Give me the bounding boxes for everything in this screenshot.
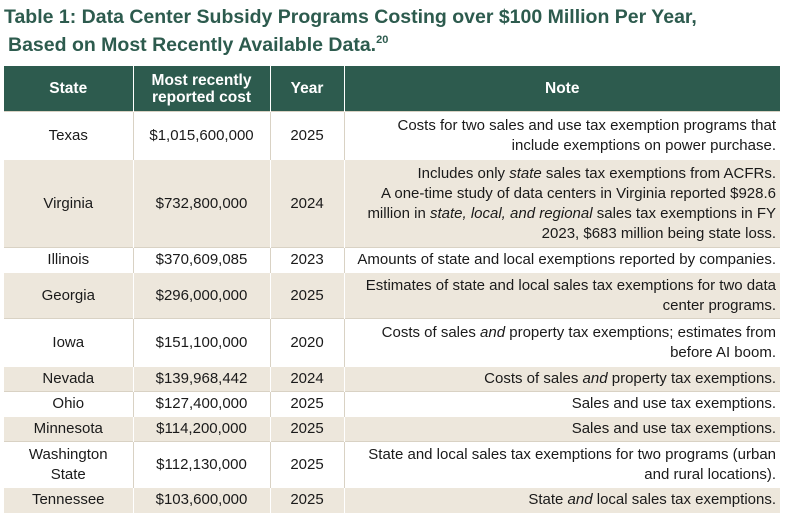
cell-year: 2025 <box>270 272 345 319</box>
table-row: Illinois $370,609,085 2023 Amounts of st… <box>4 247 780 273</box>
cell-cost: $112,130,000 <box>133 441 271 488</box>
title-line-2: Based on Most Recently Available Data.20 <box>8 34 389 56</box>
cell-state: Virginia <box>4 159 134 248</box>
cell-cost: $1,015,600,000 <box>133 111 271 160</box>
cell-state: Tennessee <box>4 487 134 513</box>
cell-year: 2025 <box>270 111 345 160</box>
table-row: Minnesota $114,200,000 2025 Sales and us… <box>4 416 780 442</box>
header-row: State Most recently reported cost Year No… <box>4 66 780 112</box>
header-year: Year <box>270 66 345 112</box>
footnote-marker: 20 <box>376 34 389 46</box>
cell-cost: $127,400,000 <box>133 391 271 417</box>
table-row: Ohio $127,400,000 2025 Sales and use tax… <box>4 391 780 417</box>
cell-note: Costs of sales and property tax exemptio… <box>344 318 780 367</box>
table-row: Iowa $151,100,000 2020 Costs of sales an… <box>4 318 780 367</box>
cell-note: State and local sales tax exemptions for… <box>344 441 780 488</box>
cell-cost: $114,200,000 <box>133 416 271 442</box>
table-title: Table 1: Data Center Subsidy Programs Co… <box>4 6 794 57</box>
cell-note: Costs for two sales and use tax exemptio… <box>344 111 780 160</box>
cell-year: 2023 <box>270 247 345 273</box>
cell-note: Sales and use tax exemptions. <box>344 391 780 417</box>
cell-state: Washington State <box>4 441 134 488</box>
subsidy-table: State Most recently reported cost Year No… <box>4 66 780 513</box>
cell-year: 2025 <box>270 441 345 488</box>
title-line-1: Table 1: Data Center Subsidy Programs Co… <box>4 6 697 28</box>
cell-state: Georgia <box>4 272 134 319</box>
cell-note: Includes only state sales tax exemptions… <box>344 159 780 248</box>
cell-note: Sales and use tax exemptions. <box>344 416 780 442</box>
cell-year: 2024 <box>270 159 345 248</box>
cell-year: 2025 <box>270 487 345 513</box>
table-row: Washington State $112,130,000 2025 State … <box>4 441 780 488</box>
table-row: Virginia $732,800,000 2024 Includes only… <box>4 159 780 248</box>
cell-cost: $370,609,085 <box>133 247 271 273</box>
table-row: Texas $1,015,600,000 2025 Costs for two … <box>4 111 780 160</box>
cell-state: Iowa <box>4 318 134 367</box>
cell-year: 2020 <box>270 318 345 367</box>
cell-state: Ohio <box>4 391 134 417</box>
cell-note: Costs of sales and property tax exemptio… <box>344 366 780 392</box>
header-state: State <box>4 66 134 112</box>
cell-note: Amounts of state and local exemptions re… <box>344 247 780 273</box>
cell-note: Estimates of state and local sales tax e… <box>344 272 780 319</box>
cell-state: Minnesota <box>4 416 134 442</box>
table-row: Nevada $139,968,442 2024 Costs of sales … <box>4 366 780 392</box>
cell-year: 2025 <box>270 391 345 417</box>
cell-cost: $139,968,442 <box>133 366 271 392</box>
cell-cost: $151,100,000 <box>133 318 271 367</box>
cell-cost: $103,600,000 <box>133 487 271 513</box>
header-note: Note <box>344 66 780 112</box>
cell-state: Texas <box>4 111 134 160</box>
cell-state: Illinois <box>4 247 134 273</box>
cell-cost: $732,800,000 <box>133 159 271 248</box>
header-cost: Most recently reported cost <box>133 66 271 112</box>
cell-year: 2024 <box>270 366 345 392</box>
cell-state: Nevada <box>4 366 134 392</box>
table-row: Georgia $296,000,000 2025 Estimates of s… <box>4 272 780 319</box>
cell-note: State and local sales tax exemptions. <box>344 487 780 513</box>
cell-year: 2025 <box>270 416 345 442</box>
cell-cost: $296,000,000 <box>133 272 271 319</box>
table-row: Tennessee $103,600,000 2025 State and lo… <box>4 487 780 513</box>
